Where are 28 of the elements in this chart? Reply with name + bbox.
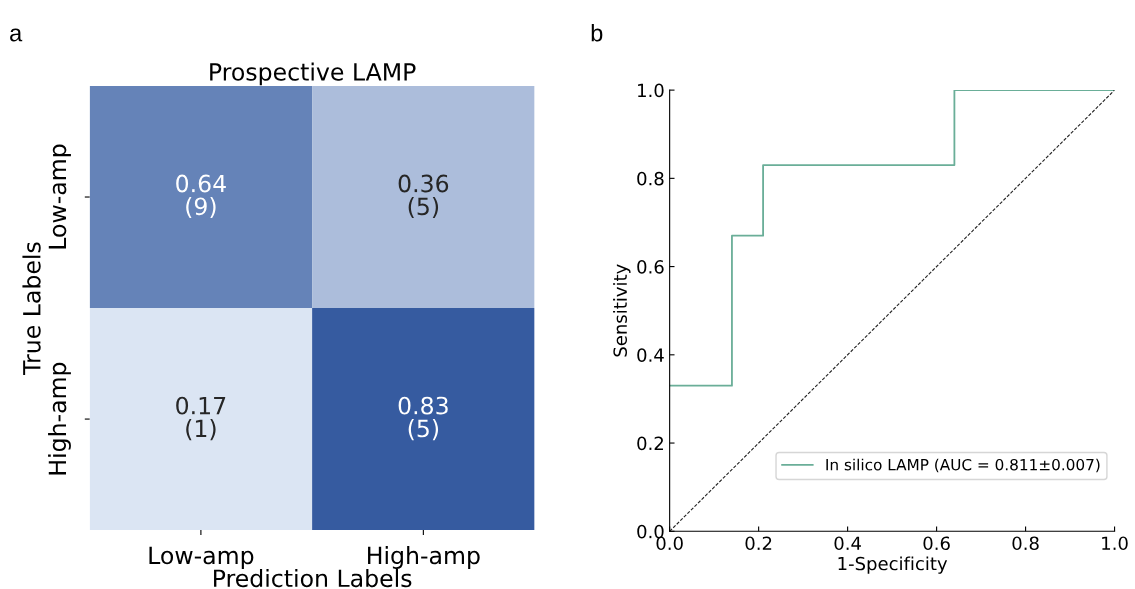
y-tick-label: 0.2 [637,436,663,451]
y-tick-label: 0.4 [637,348,664,362]
y-axis-title: True Labels [22,242,41,375]
data-label: 0.64 [176,174,226,193]
x-tick-label: 0.8 [1012,536,1039,551]
annotation: (1) [186,419,216,441]
x-tick-label: High-amp [368,546,480,569]
annotation: (5) [408,197,439,219]
y-tick-label: 0.8 [637,171,664,186]
text: b [591,24,603,42]
y-tick-label: 0.6 [637,260,664,274]
y-tick-label: 1.0 [638,83,664,98]
x-axis-title: 1-Specificity [838,556,948,574]
text: a [10,28,23,42]
data-label: 0.36 [398,174,449,193]
chart-title: Prospective LAMP [210,62,416,86]
x-tick-label: 0.2 [745,536,772,551]
legend-label: In silico LAMP (AUC = 0.811±0.007) [826,458,1100,473]
x-tick-label: Low-amp [149,546,254,569]
x-tick-label: 1.0 [1102,536,1128,551]
y-axis-title: Sensitivity [613,264,631,357]
data-label: 0.17 [176,396,226,415]
x-tick-label: 0.6 [923,536,950,551]
data-label: 0.83 [398,396,448,415]
x-axis-title: Prediction Labels [214,568,412,588]
annotation: (9) [186,197,216,219]
annotation: (5) [408,419,439,441]
x-tick-label: 0.4 [834,536,861,551]
